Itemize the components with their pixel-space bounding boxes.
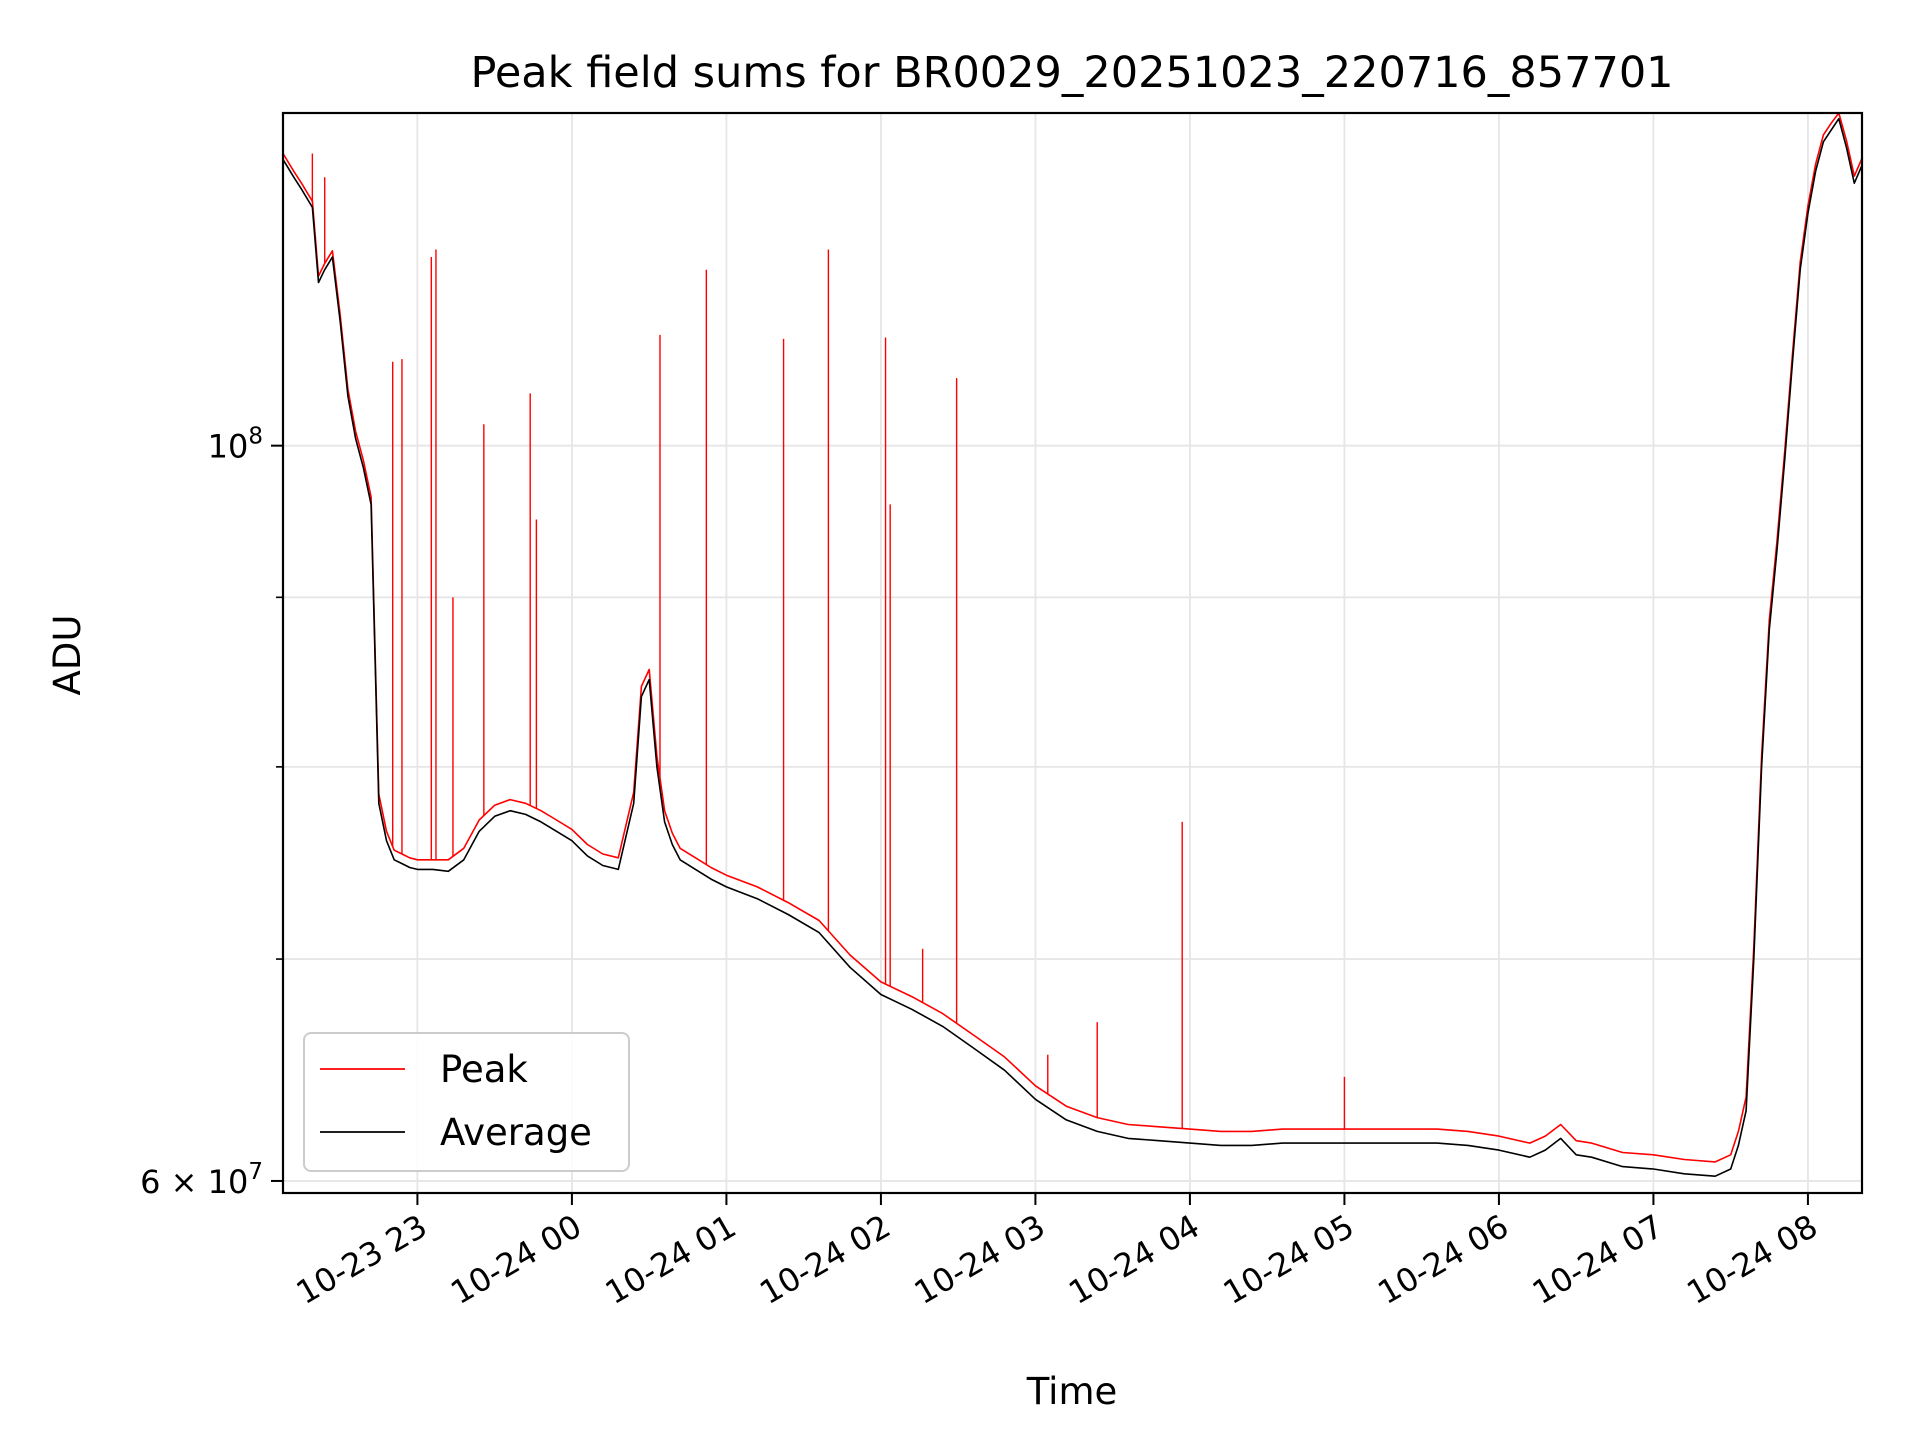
- series-line-peak: [283, 113, 1862, 1163]
- legend-peak-label: Peak: [440, 1048, 528, 1091]
- plot-frame: [281, 111, 1864, 1195]
- y-tick-label: 108: [208, 424, 263, 466]
- y-tick-label-base: 6 × 10: [140, 1163, 248, 1201]
- x-axis-label: Time: [1026, 1370, 1118, 1413]
- y-tick-label: 6 × 107: [140, 1159, 263, 1201]
- series-line-average: [283, 117, 1862, 1177]
- series-layer: [283, 113, 1862, 1177]
- grid: [283, 113, 1862, 1193]
- y-axis-label: ADU: [46, 615, 89, 696]
- y-tick-label-exponent: 8: [248, 424, 263, 450]
- legend-average-label: Average: [440, 1111, 592, 1154]
- legend-box: [303, 1032, 630, 1172]
- y-tick-label-base: 10: [208, 428, 249, 466]
- chart-title: Peak field sums for BR0029_20251023_2207…: [470, 48, 1673, 98]
- legend: Peak Average: [303, 1032, 630, 1172]
- y-tick-label-exponent: 7: [248, 1159, 263, 1185]
